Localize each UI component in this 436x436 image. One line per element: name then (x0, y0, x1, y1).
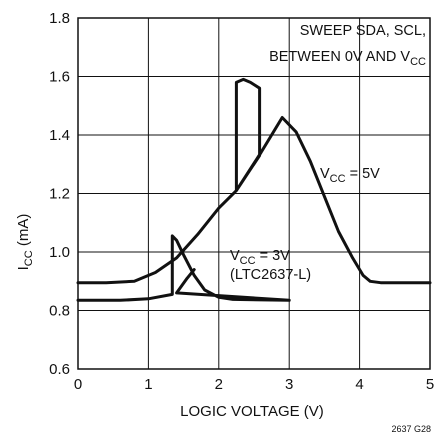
plot-frame (77, 17, 431, 370)
x-tick-label: 2 (215, 376, 223, 393)
x-tick-label: 1 (144, 376, 152, 393)
x-tick-label: 0 (74, 376, 82, 393)
grid (77, 17, 431, 370)
x-tick-label: 4 (355, 376, 363, 393)
sweep-annotation-line2: BETWEEN 0V AND VCC (269, 49, 426, 68)
curves (76, 77, 432, 302)
x-axis-label: LOGIC VOLTAGE (V) (180, 403, 324, 420)
vcc-3v-part-label: (LTC2637-L) (230, 267, 311, 283)
x-tick-labels: 0 1 2 3 4 5 (74, 376, 434, 393)
vcc-5v-label: VCC = 5V (320, 166, 380, 185)
vcc-3v-label: VCC = 3V (230, 248, 290, 267)
y-tick-label: 0.6 (49, 361, 70, 378)
vcc-5v-curve (76, 77, 432, 285)
y-axis-label: ICC (mA) (15, 214, 35, 271)
y-tick-label: 1.4 (49, 127, 70, 144)
y-tick-label: 0.8 (49, 303, 70, 320)
y-tick-label: 1.6 (49, 69, 70, 86)
y-tick-label: 1.0 (49, 244, 70, 261)
x-tick-label: 3 (285, 376, 293, 393)
y-tick-label: 1.2 (49, 186, 70, 203)
y-tick-label: 1.8 (49, 10, 70, 27)
figure-id: 2637 G28 (391, 424, 431, 434)
sweep-annotation-line1: SWEEP SDA, SCL, (300, 23, 426, 39)
y-tick-labels: 0.6 0.8 1.0 1.2 1.4 1.6 1.8 (49, 10, 70, 378)
x-tick-label: 5 (426, 376, 434, 393)
vcc-3v-curve (76, 234, 291, 302)
